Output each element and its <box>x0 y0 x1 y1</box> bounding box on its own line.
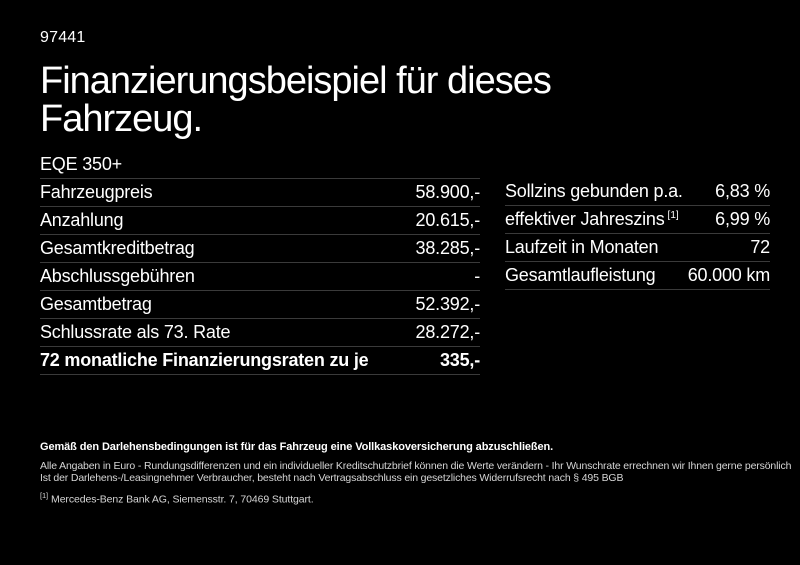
row-value: 6,99 % <box>715 209 770 229</box>
row-label: Sollzins gebunden p.a. <box>505 181 683 201</box>
row-label: effektiver Jahreszins [1] <box>505 209 679 229</box>
table-row: Fahrzeugpreis 58.900,- <box>40 179 480 207</box>
finance-table-rows: Fahrzeugpreis 58.900,- Anzahlung 20.615,… <box>40 179 480 375</box>
table-row: Anzahlung 20.615,- <box>40 207 480 235</box>
conditions-table-rows: Sollzins gebunden p.a. 6,83 % effektiver… <box>505 178 770 290</box>
row-label: Gesamtlaufleistung <box>505 265 656 285</box>
row-value: - <box>474 266 480 286</box>
row-value: 60.000 km <box>687 265 770 285</box>
legal-note-rounding: Alle Angaben in Euro - Rundungsdifferenz… <box>40 460 792 472</box>
row-label: Fahrzeugpreis <box>40 182 153 202</box>
table-row: Gesamtlaufleistung 60.000 km <box>505 262 770 290</box>
finance-table: EQE 350+ Fahrzeugpreis 58.900,- Anzahlun… <box>40 151 480 375</box>
conditions-table: Sollzins gebunden p.a. 6,83 % effektiver… <box>505 178 770 290</box>
bank-footnote-text: Mercedes-Benz Bank AG, Siemensstr. 7, 70… <box>51 493 314 506</box>
table-row: 72 monatliche Finanzierungsraten zu je 3… <box>40 347 480 375</box>
row-label: Abschlussgebühren <box>40 266 195 286</box>
model-row: EQE 350+ <box>40 151 480 179</box>
row-value: 58.900,- <box>415 182 481 202</box>
row-label: Anzahlung <box>40 210 124 230</box>
row-value: 38.285,- <box>415 238 481 258</box>
insurance-note: Gemäß den Darlehensbedingungen ist für d… <box>40 441 554 453</box>
row-value: 72 <box>750 237 770 257</box>
row-value: 6,83 % <box>715 181 770 201</box>
row-label: Schlussrate als 73. Rate <box>40 322 231 342</box>
row-value: 335,- <box>439 350 480 370</box>
row-value: 52.392,- <box>415 294 481 314</box>
row-value: 28.272,- <box>415 322 481 342</box>
page-title: Finanzierungsbeispiel für dieses Fahrzeu… <box>40 60 552 140</box>
table-row: Laufzeit in Monaten 72 <box>505 234 770 262</box>
table-row: Sollzins gebunden p.a. 6,83 % <box>505 178 770 206</box>
table-row: Schlussrate als 73. Rate 28.272,- <box>40 319 480 347</box>
table-row: Gesamtbetrag 52.392,- <box>40 291 480 319</box>
table-row: Gesamtkreditbetrag 38.285,- <box>40 235 480 263</box>
row-label: Gesamtbetrag <box>40 294 152 314</box>
row-value: 20.615,- <box>415 210 481 230</box>
offer-number: 97441 <box>40 29 86 46</box>
footnote-marker: [1] <box>40 491 49 500</box>
bank-footnote: [1] Mercedes-Benz Bank AG, Siemensstr. 7,… <box>40 491 314 506</box>
footnote-marker: [1] <box>667 210 679 221</box>
model-name: EQE 350+ <box>40 154 122 174</box>
row-label: 72 monatliche Finanzierungsraten zu je <box>40 350 369 370</box>
row-label: Laufzeit in Monaten <box>505 237 659 257</box>
row-label: Gesamtkreditbetrag <box>40 238 195 258</box>
legal-note-withdrawal: Ist der Darlehens-/Leasingnehmer Verbrau… <box>40 472 624 484</box>
table-row: effektiver Jahreszins [1] 6,99 % <box>505 206 770 234</box>
table-row: Abschlussgebühren - <box>40 263 480 291</box>
